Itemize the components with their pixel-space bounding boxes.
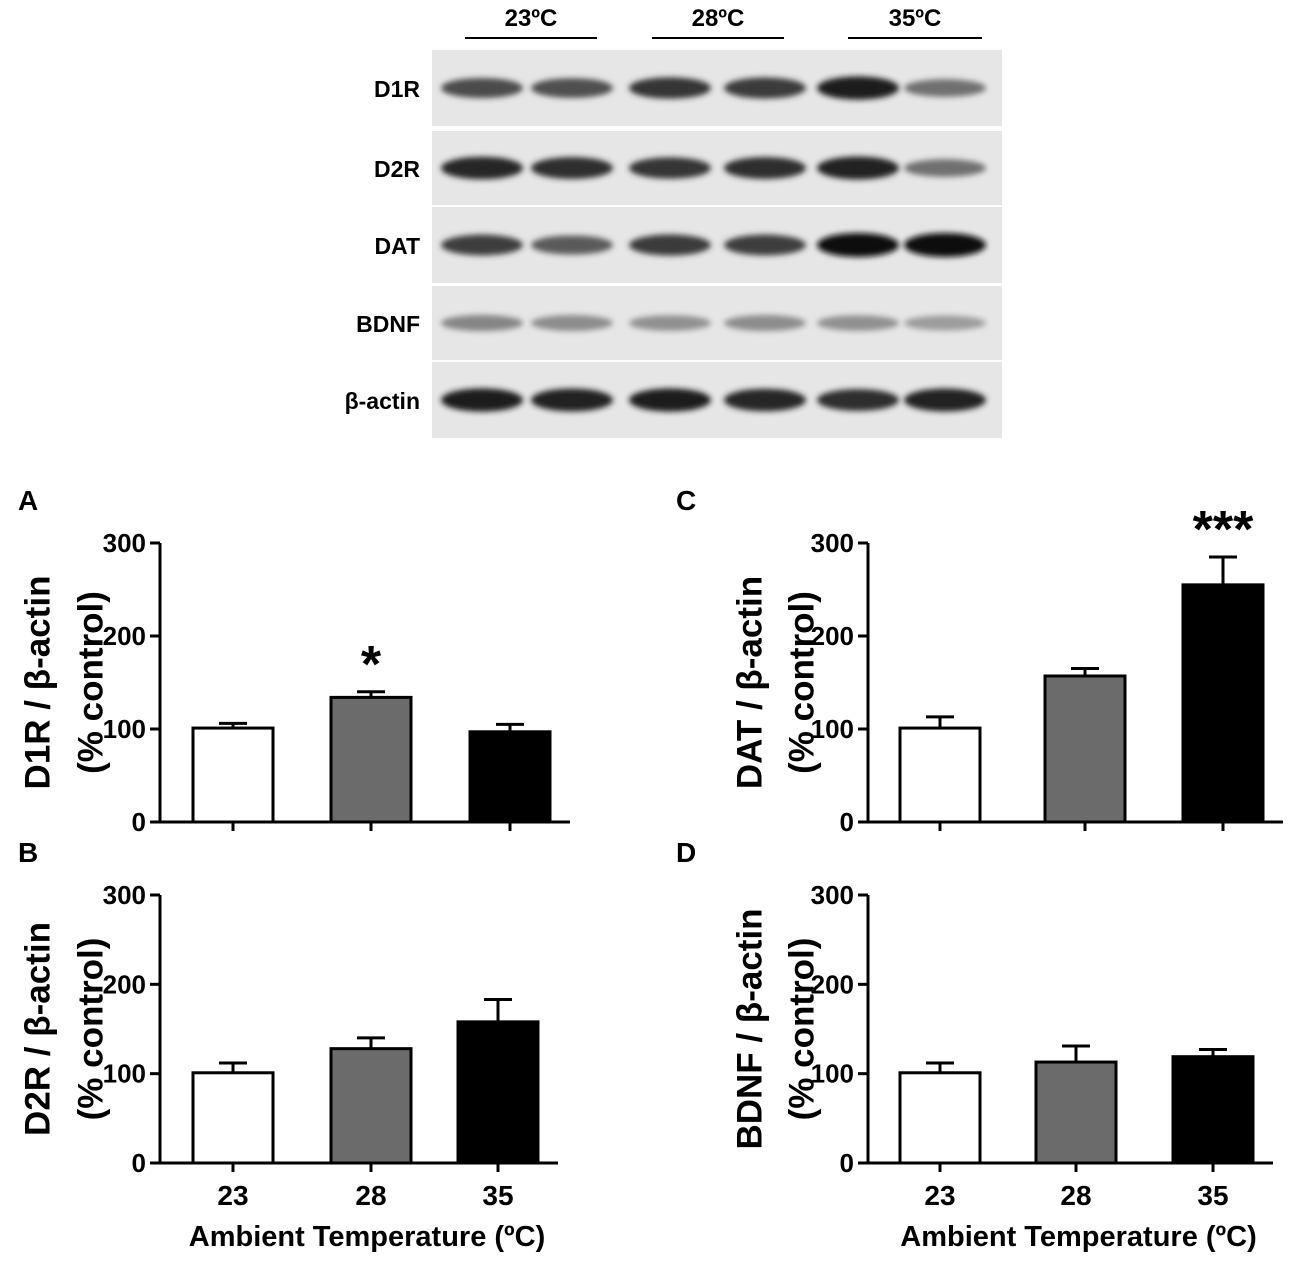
- blot-band: [817, 315, 899, 331]
- significance-marker: ***: [1193, 501, 1254, 559]
- bar-35: [1171, 1055, 1255, 1165]
- x-tick-label: 35: [482, 1180, 513, 1211]
- y-axis-label-units: (% control): [71, 591, 110, 774]
- blot-band: [817, 389, 899, 411]
- blot-temperature-label: 23ºC: [505, 5, 558, 32]
- y-tick-label: 300: [811, 880, 854, 910]
- blot-band: [441, 77, 523, 99]
- bar-28: [1034, 1060, 1118, 1165]
- y-tick-label: 0: [840, 807, 854, 837]
- y-tick-label: 200: [103, 621, 146, 651]
- panel-letter: A: [18, 485, 38, 516]
- blot-band: [724, 234, 806, 256]
- y-tick-label: 200: [811, 621, 854, 651]
- blot-band: [817, 156, 899, 180]
- x-tick-label: 23: [217, 1180, 248, 1211]
- blot-band: [531, 315, 613, 331]
- blot-band: [904, 159, 986, 177]
- y-tick-label: 100: [103, 1059, 146, 1089]
- blot-temperature-label: 35ºC: [889, 5, 942, 32]
- blot-band: [629, 388, 711, 412]
- blot-row-label: D2R: [374, 156, 420, 182]
- y-tick-label: 100: [103, 714, 146, 744]
- y-axis-label: D2R / β-actin: [18, 922, 57, 1136]
- blot-band: [629, 234, 711, 256]
- blot-row-label: β-actin: [345, 388, 420, 414]
- blot-band: [441, 314, 523, 332]
- blot-band: [904, 315, 986, 331]
- blot-band: [441, 388, 523, 412]
- blot-band: [904, 79, 986, 97]
- panel-letter: C: [676, 485, 696, 516]
- x-tick-label: 23: [924, 1180, 955, 1211]
- blot-band: [629, 315, 711, 331]
- y-axis-label-units: (% control): [782, 938, 821, 1121]
- x-axis-label: Ambient Temperature (ºC): [900, 1221, 1256, 1253]
- blot-band: [817, 233, 899, 257]
- x-tick-label: 35: [1197, 1180, 1228, 1211]
- blot-band: [904, 388, 986, 412]
- blot-band: [724, 156, 806, 180]
- bar-23: [191, 1071, 275, 1165]
- y-tick-label: 200: [811, 969, 854, 999]
- blot-band: [629, 77, 711, 99]
- bar-23: [898, 726, 982, 824]
- panel-letter: B: [18, 837, 38, 868]
- y-tick-label: 100: [811, 714, 854, 744]
- x-tick-label: 28: [355, 1180, 386, 1211]
- y-axis-label-units: (% control): [782, 591, 821, 774]
- y-tick-label: 0: [132, 1148, 146, 1178]
- blot-band: [724, 315, 806, 331]
- x-tick-label: 28: [1060, 1180, 1091, 1211]
- y-axis-label: BDNF / β-actin: [730, 908, 769, 1149]
- bar-28: [1043, 674, 1127, 824]
- blot-band: [531, 157, 613, 179]
- y-tick-label: 0: [132, 807, 146, 837]
- y-tick-label: 300: [103, 528, 146, 558]
- chart-panel-c: C DAT / β-actin (% control) 0 100 200 300 ***: [676, 485, 1283, 837]
- y-axis-label: D1R / β-actin: [18, 576, 57, 790]
- chart-panel-d: D BDNF / β-actin (% control) 0 100 200 300 23 28…: [676, 837, 1273, 1253]
- bar-charts: A D1R / β-actin (% control) 0 100 200 300 * C DAT…: [18, 485, 1283, 1253]
- blot-band: [724, 77, 806, 99]
- blot-band: [441, 156, 523, 180]
- blot-band: [817, 76, 899, 100]
- significance-marker: *: [361, 636, 382, 694]
- y-axis-label-units: (% control): [71, 938, 110, 1121]
- y-tick-label: 300: [103, 880, 146, 910]
- chart-panel-b: B D2R / β-actin (% control) 0 100 200 300 23 28 3…: [18, 837, 558, 1253]
- blot-band: [441, 234, 523, 256]
- blot-band: [531, 235, 613, 255]
- bar-23: [898, 1071, 982, 1165]
- blot-temperature-label: 28ºC: [692, 5, 745, 32]
- y-axis-label: DAT / β-actin: [730, 576, 769, 789]
- panel-letter: D: [676, 837, 696, 868]
- x-axis-label: Ambient Temperature (ºC): [189, 1221, 545, 1253]
- bar-28: [329, 1047, 413, 1165]
- y-tick-label: 100: [811, 1059, 854, 1089]
- chart-panel-a: A D1R / β-actin (% control) 0 100 200 300 *: [18, 485, 570, 837]
- blot-band: [629, 157, 711, 179]
- blot-band: [904, 233, 986, 257]
- blot-band: [531, 78, 613, 98]
- y-tick-label: 0: [840, 1148, 854, 1178]
- bar-35: [456, 1020, 540, 1165]
- bar-35: [468, 730, 552, 824]
- blot-band: [531, 388, 613, 412]
- blot-row-label: D1R: [374, 76, 420, 102]
- y-tick-label: 300: [811, 528, 854, 558]
- y-tick-label: 200: [103, 969, 146, 999]
- blot-row-label: DAT: [374, 233, 420, 259]
- blot-row-label: BDNF: [356, 311, 420, 337]
- bar-35: [1181, 583, 1265, 824]
- bar-28: [329, 695, 413, 824]
- western-blot: 23ºC 28ºC 35ºC D1R D2R DAT BDNF β-actin: [345, 5, 1002, 438]
- blot-band: [724, 388, 806, 412]
- bar-23: [191, 726, 275, 824]
